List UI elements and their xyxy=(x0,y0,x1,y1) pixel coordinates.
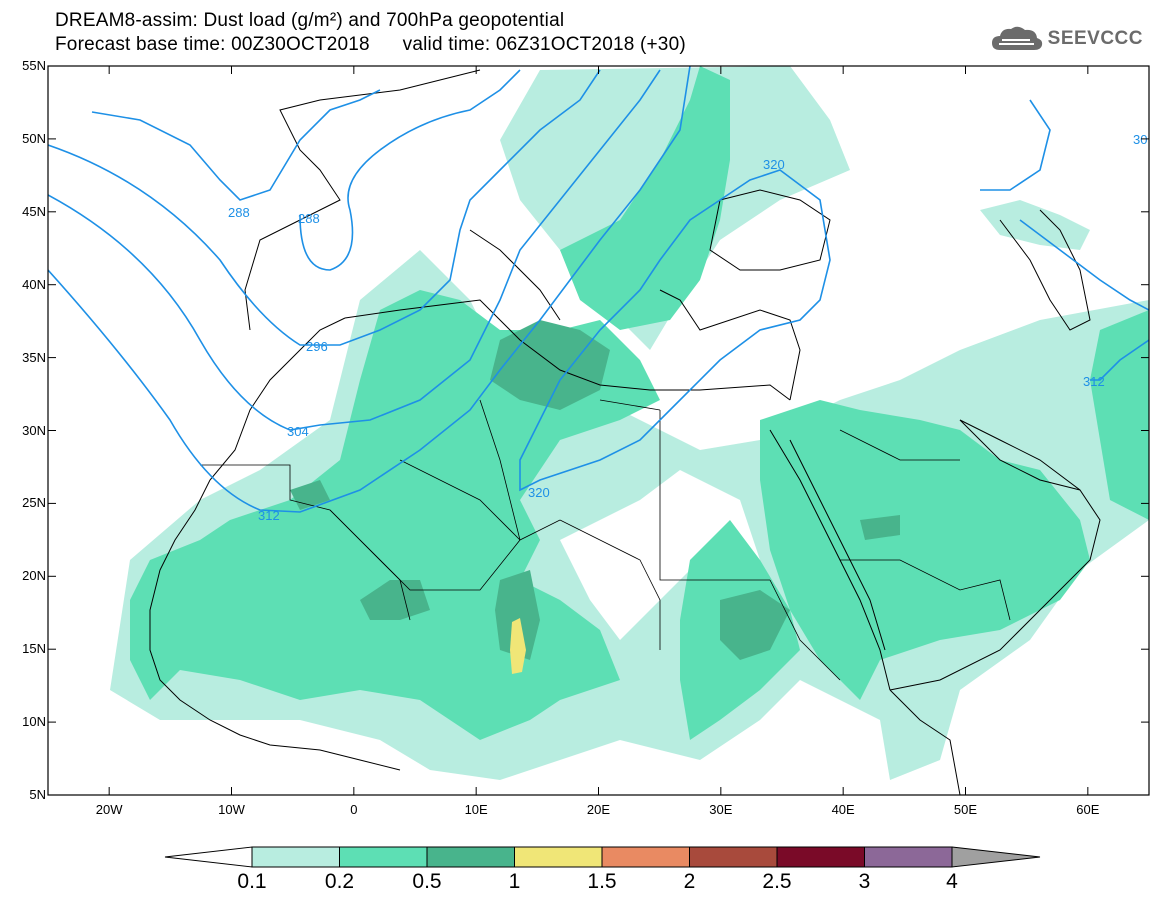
coastline-arabia xyxy=(889,419,1101,691)
lon-label: 20W xyxy=(95,802,123,817)
colorbar-box xyxy=(864,846,953,868)
coastline-caspian xyxy=(999,209,1091,331)
colorbar-box xyxy=(601,846,690,868)
contour-label: 320 xyxy=(528,485,550,500)
contour-label: 288 xyxy=(298,211,320,226)
colorbar-max-arrow xyxy=(951,846,1041,868)
contour-304 xyxy=(48,69,661,431)
colorbar-label: 0.2 xyxy=(324,870,355,893)
axis-ticks xyxy=(48,65,1149,796)
colorbar-box xyxy=(776,846,865,868)
colorbar-box xyxy=(426,846,515,868)
colorbar-label: 3 xyxy=(858,870,871,893)
coastline-italy xyxy=(469,229,561,321)
contour-30-ne xyxy=(980,99,1051,191)
dust-medium-arabia xyxy=(760,400,1090,700)
colorbar-box xyxy=(514,846,603,868)
colorbar xyxy=(164,846,1041,868)
coastlines xyxy=(149,69,1101,795)
contour-label: 288 xyxy=(228,205,250,220)
lon-label: 60E xyxy=(1076,802,1100,817)
contour-288-loop xyxy=(299,69,521,271)
lat-label: 5N xyxy=(29,787,46,802)
country-borders xyxy=(200,399,1011,681)
contour-label: 296 xyxy=(306,339,328,354)
colorbar-label: 0.1 xyxy=(237,870,267,893)
lat-label: 25N xyxy=(22,495,46,511)
lat-label: 40N xyxy=(22,276,46,292)
lat-label: 10N xyxy=(22,714,46,730)
dust-area-caspian xyxy=(980,200,1090,250)
coastline-europe xyxy=(244,69,481,331)
lon-label: 10W xyxy=(218,802,245,817)
coastline-black-sea xyxy=(709,189,831,271)
contour-label: 312 xyxy=(1083,374,1105,389)
lat-label: 45N xyxy=(22,203,46,219)
colorbar-min-arrow xyxy=(164,846,253,868)
colorbar-label: 1.5 xyxy=(587,870,617,893)
contour-label: 304 xyxy=(287,424,309,439)
colorbar-box xyxy=(251,846,340,868)
dust-peak-lake-chad xyxy=(510,618,526,674)
lat-label: 15N xyxy=(22,641,46,657)
colorbar-label: 1 xyxy=(508,870,521,893)
lon-label: 0 xyxy=(350,802,358,817)
logo-text: SEEVCCC xyxy=(1047,28,1143,49)
colorbar-label: 0.5 xyxy=(412,870,442,893)
contour-label: 30 xyxy=(1133,132,1147,147)
lat-label: 30N xyxy=(22,422,46,438)
coastline-north-africa xyxy=(344,299,791,401)
seevccc-logo: SEEVCCC xyxy=(990,24,1143,54)
dust-medium-iran xyxy=(1090,310,1149,520)
cloud-icon xyxy=(991,26,1042,50)
contour-312-east xyxy=(1019,219,1149,311)
dust-dark-saudi xyxy=(860,515,900,540)
lon-label: 20E xyxy=(586,802,611,817)
contour-label: 312 xyxy=(258,508,280,523)
dust-dark-nigeria xyxy=(495,570,540,660)
contour-296 xyxy=(48,69,601,346)
coastline-east-africa xyxy=(889,689,961,795)
lat-label: 35N xyxy=(22,349,46,365)
colorbar-label: 2 xyxy=(683,870,696,893)
contour-labels: 288 288 296 304 312 320 320 312 30 xyxy=(228,132,1147,523)
lon-label: 50E xyxy=(953,802,978,817)
lat-label: 55N xyxy=(22,58,46,73)
contour-312 xyxy=(48,66,691,513)
coastline-africa-west xyxy=(149,317,401,771)
coastline-med-east xyxy=(659,289,801,401)
colorbar-box xyxy=(339,846,428,868)
dust-medium-balkans xyxy=(560,66,730,330)
geopotential-contours xyxy=(48,66,1149,513)
dust-dark-sudan xyxy=(720,590,790,660)
forecast-times: Forecast base time: 00Z30OCT2018 valid t… xyxy=(55,34,686,55)
contour-288-west xyxy=(91,89,381,201)
coastline-red-sea-west xyxy=(769,429,891,691)
dust-load-fill xyxy=(110,66,1149,780)
lat-label: 50N xyxy=(22,130,46,146)
map-title: DREAM8-assim: Dust load (g/m²) and 700hP… xyxy=(55,10,565,31)
dust-dark-libya xyxy=(490,320,610,410)
contour-320-main xyxy=(519,169,831,492)
contour-312-iran xyxy=(1090,339,1149,381)
colorbar-label: 2.5 xyxy=(762,870,792,893)
lon-label: 10E xyxy=(464,802,488,817)
contour-label: 320 xyxy=(763,157,785,172)
lon-label: 30E xyxy=(709,802,733,817)
colorbar-box xyxy=(689,846,778,868)
colorbar-label: 4 xyxy=(946,870,958,893)
coastline-persian-gulf xyxy=(959,419,1081,491)
lat-label: 20N xyxy=(22,568,46,584)
lon-label: 40E xyxy=(831,802,855,817)
